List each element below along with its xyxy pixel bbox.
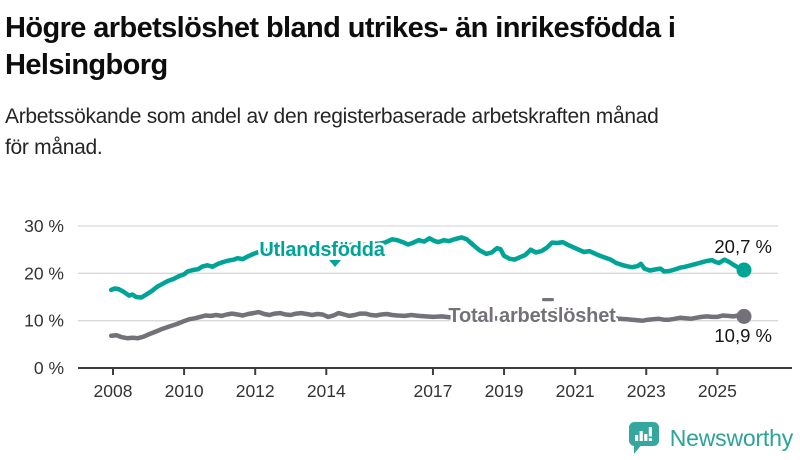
series-end-dot-0 <box>736 262 752 278</box>
title-line-1: Högre arbetslöshet bland utrikes- än inr… <box>5 12 676 44</box>
title-line-2: Helsingborg <box>5 49 168 81</box>
y-tick-label-0: 0 % <box>34 358 64 378</box>
series-line-1 <box>108 308 747 341</box>
logo-exclamation-bar <box>648 427 652 437</box>
logo-bar-1 <box>634 435 638 441</box>
series-label-utlandsfodda: Utlandsfödda <box>259 239 385 261</box>
x-tick-label-2017: 2017 <box>413 381 452 401</box>
x-tick-label-2010: 2010 <box>165 381 204 401</box>
subtitle-line-1: Arbetssökande som andel av den registerb… <box>5 105 659 128</box>
page-title: Högre arbetslöshet bland utrikes- än inr… <box>0 10 800 84</box>
unemployment-line-chart: 2008 2010 2012 2014 2017 2019 2021 2023 2025 0 % 1… <box>24 216 792 401</box>
x-tick-label-2023: 2023 <box>627 381 666 401</box>
newsworthy-icon <box>628 422 659 454</box>
logo-exclamation-dot <box>648 438 652 441</box>
y-tick-label-20: 20 % <box>24 263 64 283</box>
newsworthy-logo: Newsworthy <box>628 421 793 456</box>
chart-subtitle: Arbetssökande som andel av den registerb… <box>0 101 800 163</box>
x-tick-label-2012: 2012 <box>236 381 275 401</box>
x-tick-label-2025: 2025 <box>698 381 737 401</box>
series-label-caret-down <box>329 260 341 267</box>
series-label-total: Total arbetslöshet <box>448 305 616 327</box>
logo-bar-2 <box>639 431 643 441</box>
series-line-0 <box>108 235 747 300</box>
series-end-dot-1 <box>736 308 752 324</box>
x-tick-label-2019: 2019 <box>485 381 524 401</box>
series-label-dash <box>542 298 554 302</box>
y-tick-label-30: 30 % <box>24 216 64 236</box>
end-value-utlandsfodda: 20,7 % <box>714 236 772 257</box>
subtitle-line-2: för månad. <box>5 136 103 159</box>
y-tick-label-10: 10 % <box>24 311 64 331</box>
x-tick-label-2014: 2014 <box>307 381 346 401</box>
x-tick-label-2008: 2008 <box>94 381 133 401</box>
logo-bubble <box>628 422 659 446</box>
end-value-total: 10,9 % <box>714 325 772 346</box>
newsworthy-wordmark: Newsworthy <box>669 425 793 451</box>
x-tick-label-2021: 2021 <box>556 381 595 401</box>
logo-bar-3 <box>643 434 648 441</box>
